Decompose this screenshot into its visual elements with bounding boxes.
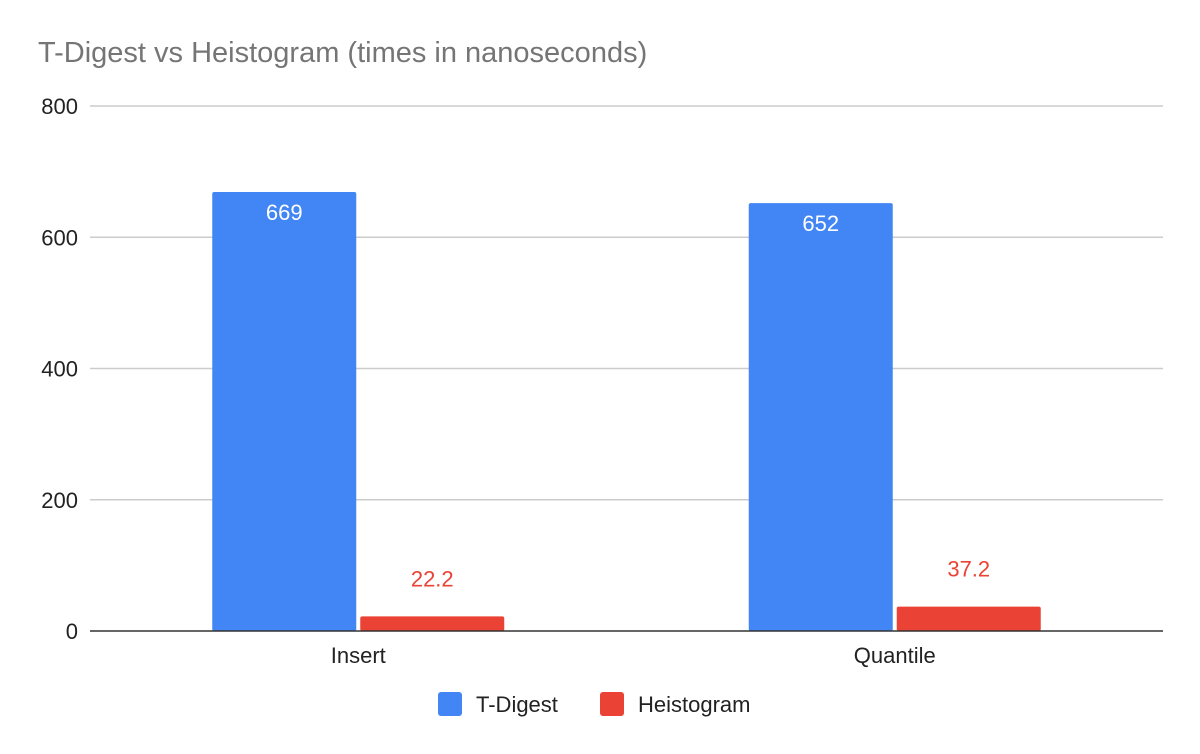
legend: T-Digest Heistogram xyxy=(438,692,750,717)
y-tick-label: 400 xyxy=(41,357,78,382)
legend-item: T-Digest xyxy=(438,692,558,717)
bar xyxy=(748,203,893,631)
bar-data-label: 37.2 xyxy=(947,557,990,582)
legend-swatch xyxy=(600,692,624,716)
chart-title: T-Digest vs Heistogram (times in nanosec… xyxy=(38,37,647,69)
bar-labels: 669 22.2 652 37.2 xyxy=(266,200,990,591)
x-category-label: Quantile xyxy=(854,643,936,668)
bar xyxy=(896,606,1041,631)
y-tick-label: 0 xyxy=(66,619,78,644)
y-tick-label: 600 xyxy=(41,225,78,250)
bar-data-label: 22.2 xyxy=(411,566,454,591)
y-tick-label: 200 xyxy=(41,488,78,513)
y-axis-ticks: 0 200 400 600 800 xyxy=(41,94,78,644)
legend-swatch xyxy=(438,692,462,716)
legend-item: Heistogram xyxy=(600,692,750,717)
x-axis-categories: Insert Quantile xyxy=(331,643,936,668)
y-tick-label: 800 xyxy=(41,94,78,119)
bar-data-label: 652 xyxy=(802,211,839,236)
bars xyxy=(212,191,1041,631)
bar xyxy=(212,191,357,631)
legend-label: T-Digest xyxy=(476,692,558,717)
bar-data-label: 669 xyxy=(266,200,303,225)
legend-label: Heistogram xyxy=(638,692,750,717)
bar xyxy=(360,616,505,631)
x-category-label: Insert xyxy=(331,643,386,668)
